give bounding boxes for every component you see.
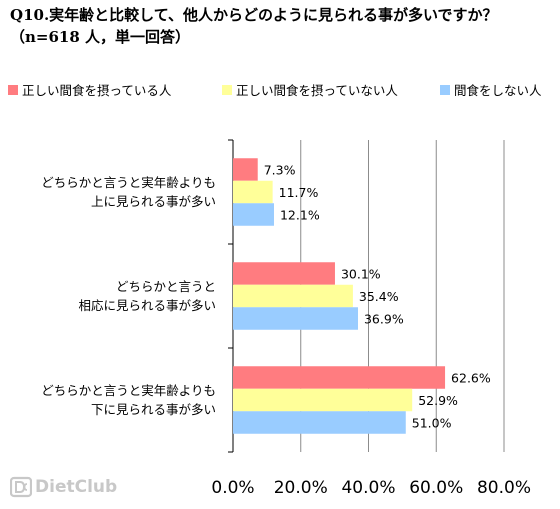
category-label-line: 下に見られる事が多い	[90, 402, 216, 417]
category-label: どちらかと言うと実年齢よりも上に見られる事が多い	[0, 173, 216, 211]
bar	[233, 366, 446, 389]
data-label: 62.6%	[451, 371, 491, 386]
category-label-line: どちらかと言うと実年齢よりも	[41, 175, 216, 190]
bar	[233, 284, 353, 308]
dietclub-logo: DietClub	[10, 472, 117, 502]
data-label: 7.3%	[264, 163, 296, 178]
data-label: 52.9%	[418, 393, 458, 408]
x-tick-label: 60.0%	[409, 478, 463, 498]
dietclub-logo-text: DietClub	[35, 477, 118, 497]
legend-swatch	[8, 84, 18, 95]
legend-item: 正しい間食を摂っている人	[8, 80, 171, 99]
legend-swatch	[222, 84, 232, 95]
bar	[233, 307, 358, 330]
category-label-line: 相応に見られる事が多い	[78, 298, 216, 313]
data-label: 36.9%	[364, 312, 404, 327]
bar	[233, 180, 273, 204]
legend-item: 間食をしない人	[440, 80, 542, 99]
bar	[233, 203, 274, 226]
category-label: どちらかと言うと実年齢よりも下に見られる事が多い	[0, 381, 216, 419]
category-label-line: どちらかと言うと実年齢よりも	[41, 383, 216, 398]
data-label: 12.1%	[280, 208, 320, 223]
category-label-line: 上に見られる事が多い	[90, 194, 216, 209]
x-tick-label: 20.0%	[274, 478, 328, 498]
data-label: 35.4%	[359, 289, 399, 304]
data-label: 11.7%	[279, 185, 319, 200]
x-tick-label: 40.0%	[341, 478, 395, 498]
bar	[233, 262, 335, 285]
bar	[233, 158, 258, 181]
dietclub-logo-icon	[10, 476, 32, 498]
category-label: どちらかと言うと相応に見られる事が多い	[0, 277, 216, 315]
legend-item: 正しい間食を摂っていない人	[222, 80, 398, 99]
legend-label: 正しい間食を摂っていない人	[236, 83, 398, 98]
x-tick-label: 80.0%	[477, 478, 531, 498]
legend-label: 正しい間食を摂っている人	[22, 83, 172, 98]
bar	[233, 411, 406, 434]
data-label: 51.0%	[412, 416, 452, 431]
legend: 正しい間食を摂っている人 正しい間食を摂っていない人 間食をしない人	[8, 80, 560, 100]
data-label: 30.1%	[341, 267, 381, 282]
legend-swatch	[440, 84, 450, 95]
legend-label: 間食をしない人	[454, 83, 542, 98]
bar	[233, 388, 413, 412]
category-label-line: どちらかと言うと	[115, 279, 216, 294]
chart-title: Q10.実年齢と比較して、他人からどのように見られる事が多いですか？（n=618…	[10, 6, 498, 46]
x-tick-label: 0.0%	[211, 478, 254, 498]
